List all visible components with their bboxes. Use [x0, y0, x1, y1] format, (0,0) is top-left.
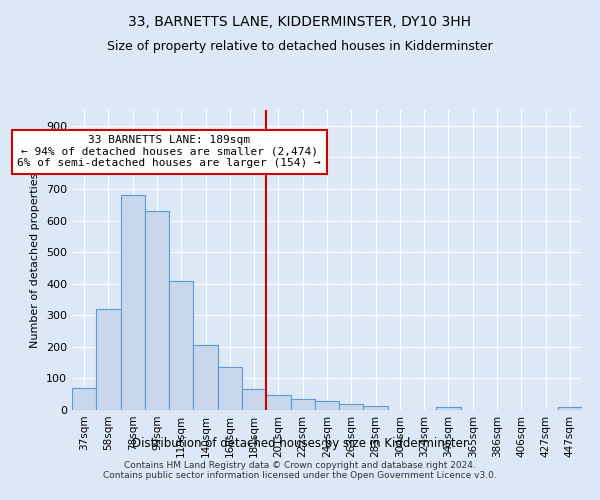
Bar [364, 406, 388, 410]
Bar [242, 388, 266, 410]
Y-axis label: Number of detached properties: Number of detached properties [31, 172, 40, 348]
Bar [96, 309, 121, 410]
Bar [218, 366, 242, 410]
Bar [193, 344, 218, 410]
Bar [266, 395, 290, 410]
Bar [169, 280, 193, 410]
Bar [290, 399, 315, 410]
Bar [558, 408, 582, 410]
Text: Size of property relative to detached houses in Kidderminster: Size of property relative to detached ho… [107, 40, 493, 53]
Bar [315, 402, 339, 410]
Bar [145, 211, 169, 410]
Bar [72, 388, 96, 410]
Bar [339, 404, 364, 410]
Text: 33, BARNETTS LANE, KIDDERMINSTER, DY10 3HH: 33, BARNETTS LANE, KIDDERMINSTER, DY10 3… [128, 15, 472, 29]
Bar [436, 408, 461, 410]
Text: Distribution of detached houses by size in Kidderminster: Distribution of detached houses by size … [132, 438, 468, 450]
Text: Contains HM Land Registry data © Crown copyright and database right 2024.
Contai: Contains HM Land Registry data © Crown c… [103, 460, 497, 480]
Bar [121, 196, 145, 410]
Text: 33 BARNETTS LANE: 189sqm
← 94% of detached houses are smaller (2,474)
6% of semi: 33 BARNETTS LANE: 189sqm ← 94% of detach… [17, 136, 321, 168]
